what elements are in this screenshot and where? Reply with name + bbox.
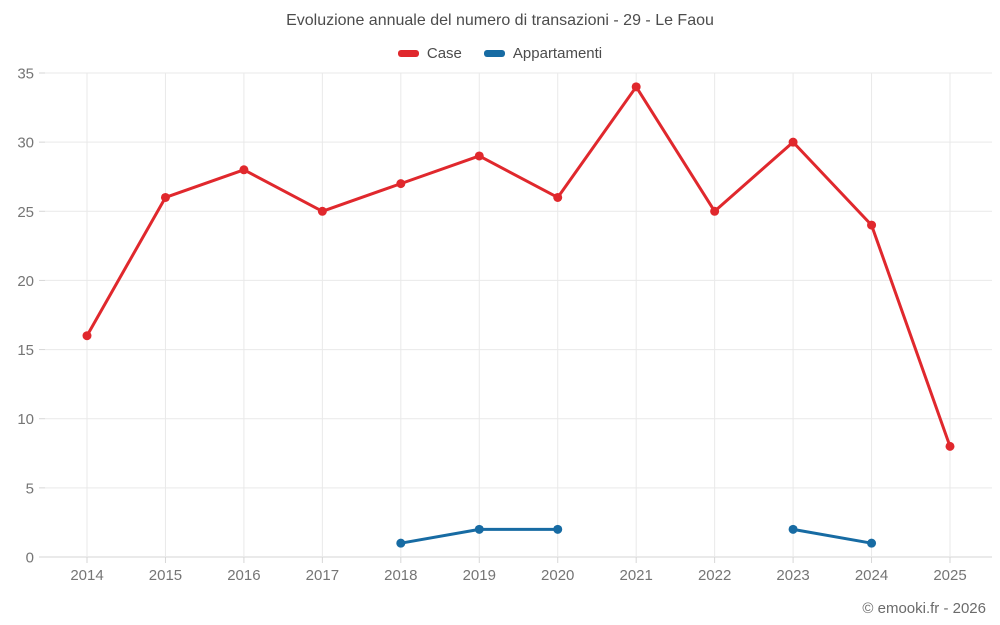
x-axis-tick-label: 2025 — [933, 567, 966, 584]
legend-item-case[interactable]: Case — [397, 45, 462, 62]
data-point-case-2017[interactable] — [317, 206, 327, 216]
y-axis-tick-label: 20 — [17, 273, 34, 290]
data-point-appartamenti-2018[interactable] — [396, 538, 406, 548]
footer-credit: © emooki.fr - 2026 — [862, 600, 986, 617]
y-axis-tick-label: 30 — [17, 135, 34, 152]
data-point-case-2018[interactable] — [396, 179, 406, 189]
y-axis-tick-label: 5 — [26, 480, 34, 497]
data-point-appartamenti-2024[interactable] — [867, 538, 877, 548]
x-axis-tick-label: 2024 — [855, 567, 888, 584]
x-axis-tick-label: 2015 — [149, 567, 182, 584]
data-point-case-2020[interactable] — [553, 192, 563, 202]
legend-label-case: Case — [426, 45, 462, 62]
data-point-case-2024[interactable] — [867, 220, 877, 230]
x-axis-tick-label: 2017 — [306, 567, 339, 584]
x-axis-tick-label: 2018 — [384, 567, 417, 584]
data-point-case-2014[interactable] — [82, 331, 92, 341]
x-axis-tick-label: 2019 — [463, 567, 496, 584]
x-axis-tick-label: 2023 — [776, 567, 809, 584]
data-point-case-2015[interactable] — [160, 192, 170, 202]
x-axis-tick-label: 2016 — [227, 567, 260, 584]
legend-swatch-case — [397, 50, 419, 57]
x-axis-tick-label: 2021 — [619, 567, 652, 584]
legend-swatch-appartamenti — [483, 50, 505, 57]
data-point-case-2019[interactable] — [474, 151, 484, 161]
data-point-case-2023[interactable] — [788, 137, 798, 147]
x-axis-tick-label: 2022 — [698, 567, 731, 584]
y-axis-tick-label: 0 — [26, 550, 34, 567]
x-axis-tick-label: 2020 — [541, 567, 574, 584]
data-point-case-2022[interactable] — [710, 206, 720, 216]
data-point-appartamenti-2023[interactable] — [788, 524, 798, 534]
x-axis-tick-label: 2014 — [70, 567, 103, 584]
series-line-appartamenti — [791, 527, 874, 545]
y-axis-tick-label: 35 — [17, 66, 34, 83]
y-axis-tick-label: 15 — [17, 342, 34, 359]
data-point-appartamenti-2019[interactable] — [474, 524, 484, 534]
legend-label-appartamenti: Appartamenti — [512, 45, 603, 62]
series-line-case — [85, 85, 952, 448]
data-point-case-2021[interactable] — [631, 82, 641, 92]
chart-legend: Case Appartamenti — [0, 45, 1000, 62]
data-point-case-2025[interactable] — [945, 441, 955, 451]
chart-title: Evoluzione annuale del numero di transaz… — [286, 12, 714, 29]
data-point-appartamenti-2020[interactable] — [553, 524, 563, 534]
legend-item-appartamenti[interactable]: Appartamenti — [483, 45, 603, 62]
y-axis-tick-label: 25 — [17, 204, 34, 221]
y-axis-tick-label: 10 — [17, 411, 34, 428]
data-point-case-2016[interactable] — [239, 165, 249, 175]
